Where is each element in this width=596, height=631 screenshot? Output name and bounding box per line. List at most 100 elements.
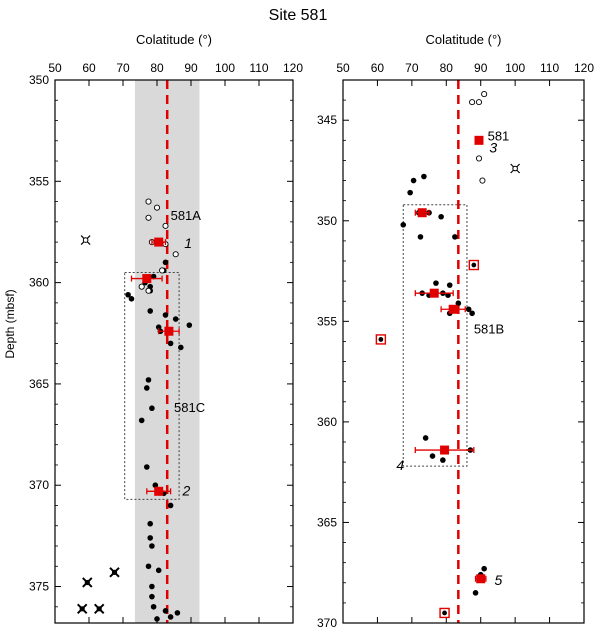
filled-point-17 — [465, 306, 472, 313]
outline-star-0 — [80, 235, 91, 245]
y-tick-label: 355 — [29, 174, 49, 188]
y-tick-label: 355 — [317, 314, 337, 328]
filled-star-0-core — [111, 569, 118, 575]
filled-point-8 — [452, 234, 458, 240]
mean-4 — [414, 445, 475, 455]
filled-point-28 — [155, 567, 162, 574]
y-tick-label: 350 — [29, 73, 49, 87]
mean-marker — [448, 304, 458, 314]
filled-point-26 — [149, 543, 155, 549]
annotation-label: 3 — [489, 139, 497, 155]
filled-point-34 — [154, 616, 160, 622]
annotation-label: 2 — [182, 482, 191, 498]
boxed-point-1 — [468, 259, 480, 271]
filled-point-15 — [455, 300, 462, 307]
filled-point-10 — [446, 282, 453, 288]
mean-marker — [142, 274, 152, 284]
x-tick-label: 110 — [249, 61, 268, 75]
mean-2 — [414, 288, 454, 298]
filled-point-9 — [162, 312, 169, 318]
annotation-label: 581A — [171, 208, 202, 223]
filled-point-17 — [144, 385, 150, 391]
x-tick-label: 50 — [336, 61, 350, 75]
mean-marker — [154, 486, 164, 496]
mean-2 — [158, 326, 180, 336]
filled-point-15 — [178, 344, 184, 351]
annotation-label: 581B — [474, 321, 504, 336]
filled-point-5 — [438, 213, 444, 220]
filled-point-27 — [145, 563, 152, 570]
x-tick-label: 100 — [215, 61, 235, 75]
interval-box — [402, 204, 468, 467]
plot-frame — [342, 79, 585, 624]
filled-point-6 — [125, 291, 131, 298]
open-point-7 — [159, 267, 166, 274]
filled-point-0 — [421, 173, 427, 180]
mean-marker — [154, 237, 164, 247]
x-tick-label: 120 — [283, 61, 303, 75]
filled-star-0 — [109, 567, 120, 578]
filled-star-3-core — [96, 606, 102, 612]
mean-marker — [474, 135, 484, 145]
filled-point-20 — [429, 453, 436, 459]
mean-3 — [146, 486, 172, 496]
x-tick-label: 80 — [150, 61, 164, 75]
filled-point-7 — [417, 234, 424, 240]
open-point-8 — [138, 283, 145, 290]
y-tick-label: 370 — [317, 616, 337, 630]
open-point-2 — [475, 99, 483, 106]
filled-point-25 — [472, 590, 479, 596]
annotation-label: 581C — [174, 400, 205, 415]
boxed-point-0 — [375, 334, 387, 345]
x-tick-label: 60 — [371, 61, 385, 75]
outline-star-0 — [510, 163, 521, 174]
filled-point-14 — [167, 340, 174, 347]
boxed-point-dot — [471, 262, 477, 268]
filled-point-19 — [422, 435, 429, 441]
x-tick-label: 90 — [474, 61, 488, 75]
filled-point-20 — [144, 464, 150, 470]
filled-point-23 — [481, 565, 487, 572]
plot-frame — [54, 79, 294, 624]
annotation-label: 5 — [494, 572, 502, 588]
open-point-2 — [145, 214, 152, 221]
filled-point-8 — [147, 308, 153, 314]
filled-point-31 — [150, 603, 157, 610]
filled-point-29 — [149, 583, 155, 590]
mean-1 — [414, 208, 430, 218]
filled-point-1 — [410, 177, 417, 184]
open-point-6 — [172, 251, 179, 258]
filled-point-6 — [400, 222, 407, 228]
mean-0 — [474, 135, 484, 145]
x-tick-label: 70 — [116, 61, 130, 75]
filled-star-2-core — [79, 606, 85, 612]
open-point-9 — [145, 287, 152, 294]
open-point-4 — [479, 177, 486, 184]
open-point-1 — [469, 99, 476, 106]
filled-point-16 — [145, 377, 152, 383]
x-tick-label: 100 — [505, 61, 525, 75]
y-axis-label: Depth (mbsf) — [3, 289, 17, 358]
x-tick-label: 80 — [440, 61, 454, 75]
open-point-3 — [475, 155, 483, 162]
filled-point-18 — [469, 310, 475, 317]
mean-marker — [164, 326, 174, 336]
filled-point-21 — [152, 482, 159, 489]
x-tick-label: 70 — [405, 61, 419, 75]
outline-star-0-core — [82, 237, 89, 243]
figure-title: Site 581 — [269, 7, 328, 24]
mean-5 — [474, 574, 487, 584]
filled-point-24 — [147, 520, 153, 527]
filled-star-3 — [93, 603, 105, 615]
filled-star-1 — [82, 577, 93, 588]
annotation-label: 1 — [184, 235, 192, 251]
boxed-point-dot — [378, 337, 384, 342]
y-tick-label: 370 — [29, 478, 49, 492]
y-tick-label: 360 — [29, 276, 49, 290]
filled-point-18 — [149, 405, 155, 412]
mean-3 — [440, 304, 466, 314]
mean-marker — [440, 445, 450, 455]
mean-1 — [130, 274, 163, 284]
filled-point-13 — [186, 322, 193, 328]
